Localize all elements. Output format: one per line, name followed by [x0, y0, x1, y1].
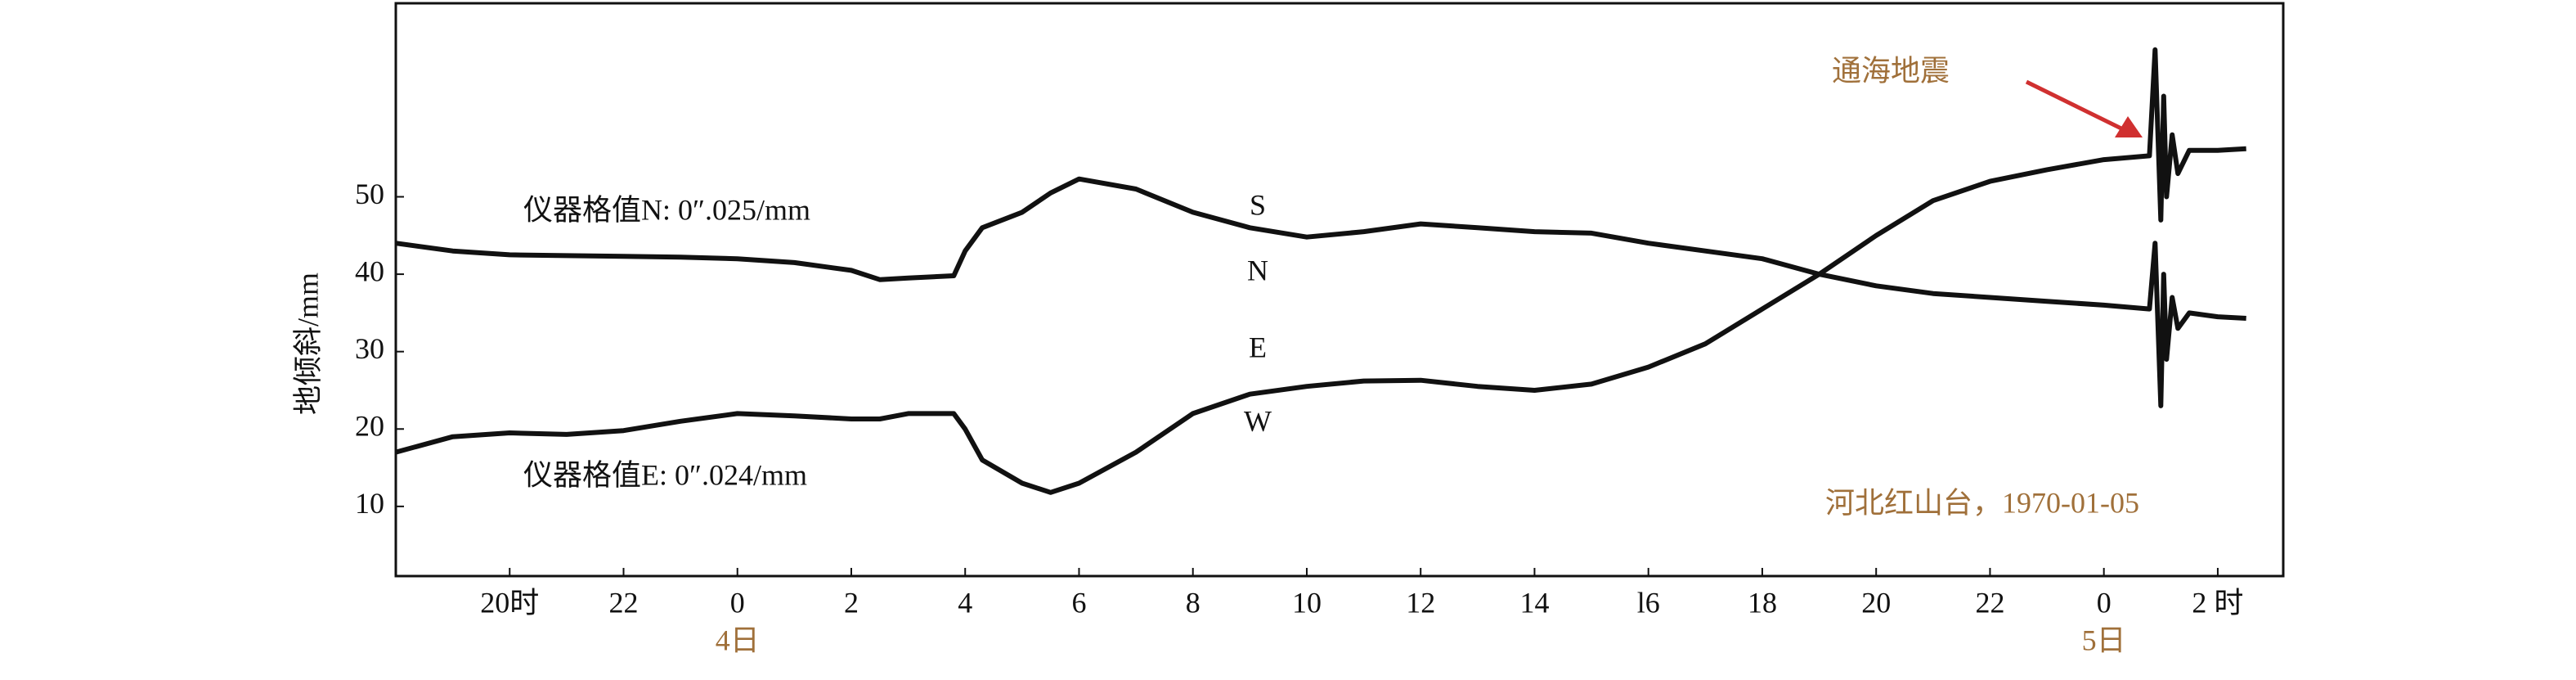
y-tick-label: 30: [355, 332, 384, 365]
x-tick-label: 14: [1519, 586, 1549, 619]
x-tick-label: 6: [1071, 586, 1086, 619]
x-tick-label: l6: [1637, 586, 1660, 619]
annotation: W: [1244, 404, 1272, 437]
plot-frame: [394, 2, 2285, 578]
day-label: 5日: [2082, 624, 2126, 656]
x-tick-label: 2 时: [2192, 586, 2243, 619]
x-tick-label: 0: [730, 586, 745, 619]
x-tick-label: 20: [1861, 586, 1891, 619]
x-tick-label: 4: [958, 586, 972, 619]
arrow: [2025, 79, 2125, 132]
annotation: S: [1250, 188, 1266, 221]
x-tick-label: 2: [844, 586, 859, 619]
annotation: E: [1249, 331, 1267, 363]
day-label: 4日: [716, 624, 760, 656]
y-tick-label: 50: [355, 178, 384, 210]
y-tick-label: 40: [355, 254, 384, 287]
annotation: 仪器格值N: 0″.025/mm: [523, 193, 810, 226]
x-tick-label: 18: [1748, 586, 1777, 619]
trace-line: [395, 47, 2246, 495]
y-tick-label: 10: [355, 487, 384, 520]
x-tick-label: 20时: [480, 586, 539, 619]
annotation: N: [1247, 254, 1268, 286]
annotation: 河北红山台，1970-01-05: [1825, 486, 2139, 519]
x-tick-label: 12: [1406, 586, 1435, 619]
x-tick-label: 22: [1975, 586, 2004, 619]
x-tick-label: 10: [1292, 586, 1322, 619]
arrowhead: [2115, 116, 2143, 137]
y-axis-label: 地倾斜/mm: [291, 272, 324, 415]
y-tick-label: 20: [355, 410, 384, 443]
trace-line: [395, 176, 2246, 408]
annotation: 通海地震: [1832, 54, 1950, 87]
x-tick-label: 22: [608, 586, 638, 619]
x-tick-label: 0: [2097, 586, 2112, 619]
x-tick-label: 8: [1186, 586, 1200, 619]
annotation: 仪器格值E: 0″.024/mm: [523, 458, 807, 491]
